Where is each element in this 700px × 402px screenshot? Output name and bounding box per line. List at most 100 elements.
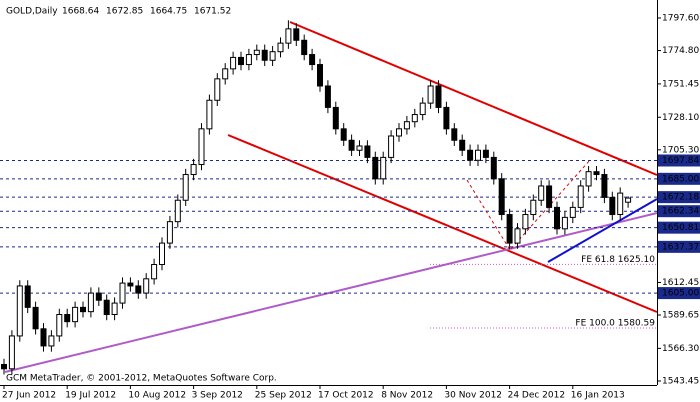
fib-expansion bbox=[466, 159, 591, 251]
level-tag bbox=[658, 287, 700, 300]
candle-body bbox=[16, 285, 23, 337]
level-tag bbox=[658, 172, 700, 185]
candle-body bbox=[293, 28, 300, 41]
channel-upper bbox=[289, 21, 658, 176]
candle-body bbox=[230, 56, 237, 70]
candle-body bbox=[253, 49, 260, 56]
candle-body bbox=[40, 328, 47, 347]
candle-body bbox=[625, 197, 632, 203]
candle-body bbox=[238, 56, 244, 66]
candle-body bbox=[317, 64, 323, 87]
candle-body bbox=[388, 135, 395, 158]
candle-body bbox=[222, 68, 229, 80]
level-label: 1650.81 bbox=[662, 223, 699, 233]
candle-body bbox=[80, 306, 86, 313]
y-tick-label: 1612.45 bbox=[662, 278, 699, 288]
candle-body bbox=[206, 99, 213, 130]
candle-body bbox=[1, 364, 7, 370]
candle-body bbox=[609, 196, 616, 216]
x-tick-label: 24 Dec 2012 bbox=[508, 391, 565, 401]
level-label: 1685.00 bbox=[662, 174, 699, 184]
candle-body bbox=[340, 128, 347, 141]
candle-body bbox=[451, 128, 458, 141]
candle-body bbox=[72, 306, 79, 323]
candle-body bbox=[24, 285, 31, 308]
candle-body bbox=[356, 145, 363, 151]
fib-label: FE 61.8 1625.10 bbox=[581, 255, 655, 265]
candle-body bbox=[482, 149, 489, 158]
candle-body bbox=[530, 199, 537, 216]
footer: GCM MetaTrader, © 2001-2012, MetaQuotes … bbox=[6, 374, 277, 384]
candle-body bbox=[514, 228, 521, 244]
candle-body bbox=[577, 185, 584, 208]
candle-body bbox=[569, 206, 576, 218]
candle-body bbox=[301, 39, 308, 56]
y-tick-label: 1751.45 bbox=[662, 79, 699, 89]
candle-body bbox=[506, 214, 513, 244]
candle-body bbox=[522, 214, 529, 230]
candle-body bbox=[269, 51, 276, 61]
candle-body bbox=[617, 192, 624, 216]
level-label: 1672.18 bbox=[662, 193, 699, 203]
candle-body bbox=[435, 85, 442, 108]
candle-body bbox=[546, 185, 553, 208]
candle-body bbox=[332, 106, 339, 130]
candle-body bbox=[427, 85, 434, 104]
candle-body bbox=[324, 85, 331, 108]
candle-body bbox=[32, 306, 39, 330]
candle-body bbox=[554, 206, 560, 230]
trendline-blue bbox=[547, 198, 658, 263]
candle-body bbox=[174, 199, 181, 223]
candle-body bbox=[245, 54, 252, 66]
candle-body bbox=[459, 139, 466, 151]
x-tick-label: 16 Jan 2013 bbox=[571, 391, 625, 401]
candle-body bbox=[380, 156, 387, 180]
header-open: 1668.64 bbox=[62, 7, 99, 17]
y-tick-label: 1705.30 bbox=[662, 145, 699, 155]
candle-body bbox=[135, 285, 142, 294]
header-high: 1672.85 bbox=[106, 7, 143, 17]
channel-lower bbox=[227, 134, 658, 313]
candle-body bbox=[364, 145, 371, 158]
candle-body bbox=[261, 49, 268, 61]
level-tag bbox=[658, 191, 700, 204]
x-tick-label: 8 Nov 2012 bbox=[381, 391, 433, 401]
candle-body bbox=[277, 42, 284, 53]
drawings bbox=[4, 21, 658, 373]
candle-body bbox=[585, 171, 592, 187]
level-label: 1697.84 bbox=[662, 156, 699, 166]
x-tick-label: 25 Sep 2012 bbox=[255, 391, 312, 401]
candle-body bbox=[396, 128, 402, 137]
x-tick-label: 30 Nov 2012 bbox=[444, 391, 502, 401]
candle-body bbox=[87, 292, 94, 313]
candle-body bbox=[601, 174, 608, 198]
y-tick-label: 1566.30 bbox=[662, 344, 699, 354]
candle-body bbox=[95, 292, 102, 301]
candle-body bbox=[538, 185, 545, 201]
candle-body bbox=[56, 314, 63, 337]
candle-body bbox=[214, 78, 221, 101]
candle-body bbox=[285, 28, 292, 44]
candle-body bbox=[103, 299, 110, 316]
level-tag bbox=[658, 205, 700, 218]
candle-body bbox=[419, 102, 426, 116]
candle-body bbox=[309, 54, 316, 66]
candle-body bbox=[198, 128, 205, 166]
trendline bbox=[4, 212, 658, 373]
level-tag bbox=[658, 154, 700, 167]
level-tag bbox=[658, 221, 700, 234]
y-tick-label: 1774.80 bbox=[662, 46, 699, 56]
candle-body bbox=[119, 282, 126, 304]
candle-body bbox=[467, 149, 474, 161]
y-tick-label: 1589.65 bbox=[662, 311, 699, 321]
candle-body bbox=[127, 282, 134, 287]
candle-body bbox=[403, 121, 410, 130]
x-tick-label: 3 Sep 2012 bbox=[192, 391, 243, 401]
candle-body bbox=[593, 171, 600, 176]
candle-body bbox=[182, 174, 189, 201]
candle-body bbox=[498, 178, 505, 216]
candle-body bbox=[159, 242, 165, 266]
candle-body bbox=[443, 106, 450, 130]
